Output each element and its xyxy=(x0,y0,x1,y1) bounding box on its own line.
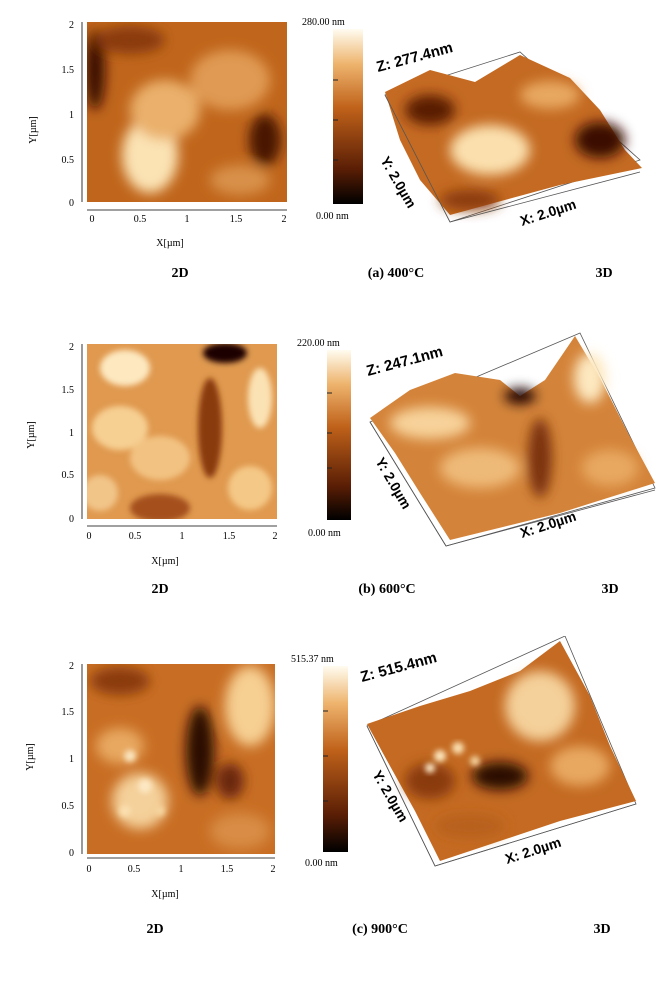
colorbar-min: 0.00 nm xyxy=(305,858,338,869)
colorbar-min: 0.00 nm xyxy=(316,211,349,222)
x-tick: 0.5 xyxy=(129,531,142,542)
x-tick: 2 xyxy=(271,864,276,875)
panel-b: 2 1.5 1 0.5 0 0 0.5 1 1.5 2 X[µm] Y[µm] … xyxy=(0,318,670,638)
panel-a-svg: 2 1.5 1 0.5 0 0 0.5 1 1.5 2 X[µm] Y[µm] … xyxy=(28,17,642,281)
afm-2d-image xyxy=(87,344,277,519)
y-tick: 0.5 xyxy=(62,470,75,481)
y-tick: 2 xyxy=(69,342,74,353)
afm-2d-image xyxy=(87,22,287,202)
colorbar: 515.37 nm 0.00 nm xyxy=(291,654,348,869)
panel-a: 2 1.5 1 0.5 0 0 0.5 1 1.5 2 X[µm] Y[µm] … xyxy=(0,0,670,320)
x-3d-label: X: 2.0µm xyxy=(503,834,563,867)
x-tick: 2 xyxy=(273,531,278,542)
panel-caption: (a) 400°C xyxy=(368,266,425,281)
label-3d: 3D xyxy=(593,922,610,937)
afm-2d-image xyxy=(87,664,275,854)
x-tick: 0 xyxy=(87,531,92,542)
z-range-label: Z: 515.4nm xyxy=(359,649,439,686)
x-tick: 1.5 xyxy=(223,531,236,542)
x-tick: 2 xyxy=(282,214,287,225)
y-tick: 2 xyxy=(69,661,74,672)
y-tick: 2 xyxy=(69,20,74,31)
colorbar-min: 0.00 nm xyxy=(308,528,341,539)
panel-c-svg: 2 1.5 1 0.5 0 0 0.5 1 1.5 2 X[µm] Y[µm] … xyxy=(25,635,637,937)
y-tick: 1.5 xyxy=(62,65,75,76)
y-tick: 0 xyxy=(69,198,74,209)
y-tick: 1 xyxy=(69,110,74,121)
y-tick: 0 xyxy=(69,514,74,525)
x-tick: 1.5 xyxy=(221,864,234,875)
y-tick: 1 xyxy=(69,754,74,765)
z-range-label: Z: 277.4nm xyxy=(375,39,455,76)
label-3d: 3D xyxy=(595,266,612,281)
afm-3d-image: Z: 277.4nm Y: 2.0µm X: 2.0µm xyxy=(375,39,642,229)
y-tick: 1.5 xyxy=(62,707,75,718)
z-range-label: Z: 247.1nm xyxy=(365,343,445,380)
panel-c: 2 1.5 1 0.5 0 0 0.5 1 1.5 2 X[µm] Y[µm] … xyxy=(0,635,670,956)
colorbar-max: 515.37 nm xyxy=(291,654,334,665)
y-tick: 1.5 xyxy=(62,385,75,396)
y-axis-label: Y[µm] xyxy=(25,743,36,770)
x-axis-label: X[µm] xyxy=(151,556,178,567)
label-3d: 3D xyxy=(601,582,618,597)
y-tick: 1 xyxy=(69,428,74,439)
afm-2d-axes: 2 1.5 1 0.5 0 0 0.5 1 1.5 2 X[µm] Y[µm] xyxy=(25,661,276,900)
x-tick: 1 xyxy=(185,214,190,225)
x-axis-label: X[µm] xyxy=(156,238,183,249)
x-tick: 1 xyxy=(180,531,185,542)
afm-3d-image: Z: 247.1nm Y: 2.0µm X: 2.0µm xyxy=(365,332,656,547)
y-axis-label: Y[µm] xyxy=(28,116,39,143)
panel-caption: (c) 900°C xyxy=(352,922,408,937)
x-tick: 0 xyxy=(90,214,95,225)
colorbar-max: 220.00 nm xyxy=(297,338,340,349)
panel-caption: (b) 600°C xyxy=(358,582,415,597)
colorbar: 220.00 nm 0.00 nm xyxy=(297,338,351,539)
label-2d: 2D xyxy=(146,922,163,937)
y-tick: 0 xyxy=(69,848,74,859)
afm-2d-axes: 2 1.5 1 0.5 0 0 0.5 1 1.5 2 X[µm] Y[µm] xyxy=(28,20,287,249)
y-tick: 0.5 xyxy=(62,155,75,166)
x-tick: 0 xyxy=(87,864,92,875)
x-tick: 1 xyxy=(179,864,184,875)
x-tick: 0.5 xyxy=(134,214,147,225)
x-3d-label: X: 2.0µm xyxy=(518,196,578,229)
x-axis-label: X[µm] xyxy=(151,889,178,900)
colorbar: 280.00 nm 0.00 nm xyxy=(302,17,363,222)
x-tick: 1.5 xyxy=(230,214,243,225)
afm-3d-image: Z: 515.4nm Y: 2.0µm X: 2.0µm xyxy=(359,635,637,867)
label-2d: 2D xyxy=(151,582,168,597)
y-axis-label: Y[µm] xyxy=(26,421,37,448)
label-2d: 2D xyxy=(171,266,188,281)
x-tick: 0.5 xyxy=(128,864,141,875)
y-tick: 0.5 xyxy=(62,801,75,812)
colorbar-max: 280.00 nm xyxy=(302,17,345,28)
afm-2d-axes: 2 1.5 1 0.5 0 0 0.5 1 1.5 2 X[µm] Y[µm] xyxy=(26,342,278,567)
panel-b-svg: 2 1.5 1 0.5 0 0 0.5 1 1.5 2 X[µm] Y[µm] … xyxy=(26,332,656,597)
